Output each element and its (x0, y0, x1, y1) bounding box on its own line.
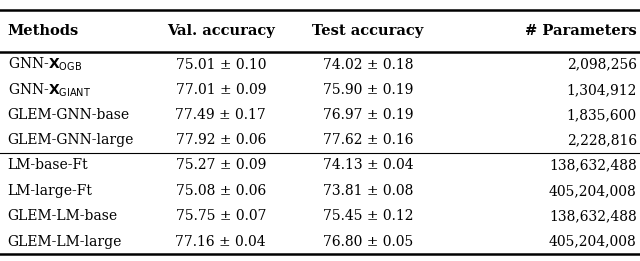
Text: 1,835,600: 1,835,600 (566, 108, 637, 122)
Text: 74.13 ± 0.04: 74.13 ± 0.04 (323, 158, 413, 173)
Text: Methods: Methods (8, 24, 79, 38)
Text: 1,304,912: 1,304,912 (566, 83, 637, 97)
Text: 77.49 ± 0.17: 77.49 ± 0.17 (175, 108, 266, 122)
Text: 73.81 ± 0.08: 73.81 ± 0.08 (323, 184, 413, 198)
Text: Val. accuracy: Val. accuracy (167, 24, 275, 38)
Text: 74.02 ± 0.18: 74.02 ± 0.18 (323, 58, 413, 72)
Text: 138,632,488: 138,632,488 (549, 158, 637, 173)
Text: 2,098,256: 2,098,256 (567, 58, 637, 72)
Text: LM-base-Ft: LM-base-Ft (8, 158, 88, 173)
Text: 75.27 ± 0.09: 75.27 ± 0.09 (175, 158, 266, 173)
Text: 75.90 ± 0.19: 75.90 ± 0.19 (323, 83, 413, 97)
Text: GNN-$\mathbf{X}_{\mathbf{\mathrm{OGB}}}$: GNN-$\mathbf{X}_{\mathbf{\mathrm{OGB}}}$ (8, 56, 82, 73)
Text: 77.16 ± 0.04: 77.16 ± 0.04 (175, 235, 266, 249)
Text: 76.97 ± 0.19: 76.97 ± 0.19 (323, 108, 413, 122)
Text: 77.92 ± 0.06: 77.92 ± 0.06 (175, 133, 266, 147)
Text: 75.08 ± 0.06: 75.08 ± 0.06 (175, 184, 266, 198)
Text: 75.45 ± 0.12: 75.45 ± 0.12 (323, 209, 413, 223)
Text: # Parameters: # Parameters (525, 24, 637, 38)
Text: 138,632,488: 138,632,488 (549, 209, 637, 223)
Text: LM-large-Ft: LM-large-Ft (8, 184, 93, 198)
Text: 77.01 ± 0.09: 77.01 ± 0.09 (175, 83, 266, 97)
Text: GLEM-GNN-base: GLEM-GNN-base (8, 108, 130, 122)
Text: 76.80 ± 0.05: 76.80 ± 0.05 (323, 235, 413, 249)
Text: 75.75 ± 0.07: 75.75 ± 0.07 (175, 209, 266, 223)
Text: 2,228,816: 2,228,816 (566, 133, 637, 147)
Text: GLEM-GNN-large: GLEM-GNN-large (8, 133, 134, 147)
Text: GNN-$\mathbf{X}_{\mathbf{\mathrm{GIANT}}}$: GNN-$\mathbf{X}_{\mathbf{\mathrm{GIANT}}… (8, 81, 91, 99)
Text: 75.01 ± 0.10: 75.01 ± 0.10 (175, 58, 266, 72)
Text: GLEM-LM-large: GLEM-LM-large (8, 235, 122, 249)
Text: Test accuracy: Test accuracy (312, 24, 424, 38)
Text: GLEM-LM-base: GLEM-LM-base (8, 209, 118, 223)
Text: 405,204,008: 405,204,008 (549, 235, 637, 249)
Text: 77.62 ± 0.16: 77.62 ± 0.16 (323, 133, 413, 147)
Text: 405,204,008: 405,204,008 (549, 184, 637, 198)
